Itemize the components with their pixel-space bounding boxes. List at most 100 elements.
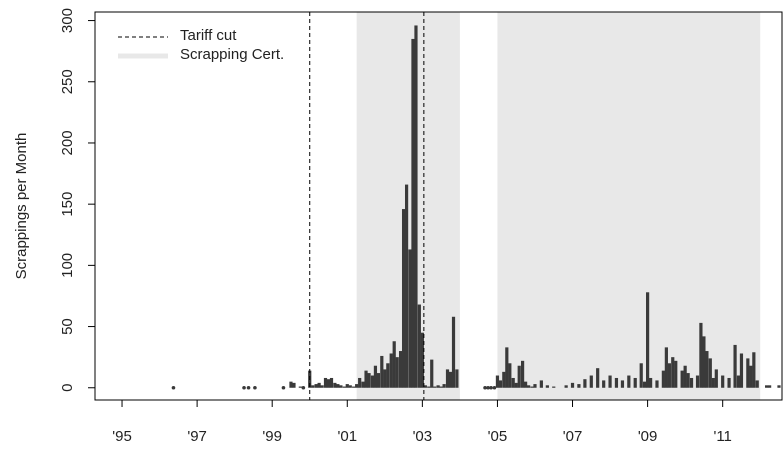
bar xyxy=(721,375,725,388)
bar xyxy=(352,386,356,388)
bar xyxy=(711,377,715,388)
bar xyxy=(345,384,349,388)
bar xyxy=(508,363,512,388)
bar xyxy=(326,379,331,388)
bar xyxy=(733,344,737,388)
legend-label: Tariff cut xyxy=(180,27,237,44)
bar xyxy=(320,385,324,388)
bar xyxy=(699,322,703,388)
bar xyxy=(689,377,694,388)
bar xyxy=(755,380,759,388)
bar xyxy=(646,292,650,388)
bar xyxy=(364,370,368,388)
bar xyxy=(392,341,396,388)
x-tick-label: '95 xyxy=(112,428,132,445)
bar xyxy=(643,381,647,388)
bar xyxy=(539,380,543,388)
point xyxy=(242,385,246,390)
bar xyxy=(292,382,296,388)
shaded-range xyxy=(497,12,761,400)
bar xyxy=(520,360,525,388)
point xyxy=(486,385,490,390)
bar xyxy=(355,384,359,388)
x-tick-label: '01 xyxy=(337,428,357,445)
y-tick-label: 150 xyxy=(59,192,76,217)
bar xyxy=(289,381,293,388)
bar xyxy=(398,351,403,388)
bar xyxy=(736,375,741,388)
bar xyxy=(655,380,659,388)
bar xyxy=(749,365,753,388)
bar xyxy=(314,384,318,388)
bar xyxy=(627,375,631,388)
x-tick-label: '07 xyxy=(563,428,583,445)
point xyxy=(301,385,306,390)
y-tick-label: 100 xyxy=(59,253,76,278)
bar xyxy=(552,386,556,388)
bar xyxy=(680,370,684,388)
y-tick-label: 50 xyxy=(59,318,76,335)
bar xyxy=(746,358,750,388)
bar xyxy=(395,357,399,388)
point xyxy=(253,385,257,390)
x-tick-label: '05 xyxy=(488,428,508,445)
bar xyxy=(589,375,593,388)
bar xyxy=(298,386,302,388)
bar xyxy=(502,371,506,388)
bar xyxy=(564,385,568,388)
y-tick-label: 0 xyxy=(59,384,76,392)
y-tick-label: 300 xyxy=(59,8,76,33)
bar xyxy=(414,25,418,388)
bar xyxy=(639,363,643,388)
bar xyxy=(686,373,690,388)
bar xyxy=(661,370,665,388)
bar xyxy=(530,386,534,388)
bar xyxy=(448,371,453,388)
bar xyxy=(311,385,315,388)
bar xyxy=(671,357,675,388)
legend-label: Scrapping Cert. xyxy=(180,46,284,63)
bar xyxy=(401,209,406,388)
bar xyxy=(433,386,437,388)
bar xyxy=(380,355,384,388)
bar xyxy=(408,249,412,388)
bar xyxy=(752,352,756,388)
bar xyxy=(620,380,625,388)
bar xyxy=(455,369,459,388)
bar xyxy=(389,353,393,388)
bar xyxy=(683,365,687,388)
bar xyxy=(333,382,337,388)
bar xyxy=(505,347,509,388)
bar xyxy=(420,332,424,388)
point xyxy=(489,385,493,390)
bar xyxy=(523,381,528,388)
bar xyxy=(739,353,744,388)
plot-frame xyxy=(94,11,783,401)
bar xyxy=(664,347,668,388)
x-tick-label: '03 xyxy=(413,428,433,445)
bar xyxy=(777,385,781,388)
bar xyxy=(602,380,606,388)
x-tick-label: '09 xyxy=(638,428,658,445)
bar xyxy=(727,377,731,388)
bar xyxy=(702,336,706,388)
bar xyxy=(583,379,587,388)
bar xyxy=(317,382,321,388)
bar xyxy=(336,384,340,388)
bar xyxy=(339,385,343,388)
y-tick-label: 250 xyxy=(59,69,76,94)
bar xyxy=(361,381,365,388)
bar xyxy=(376,373,381,388)
bar xyxy=(348,385,352,388)
bar xyxy=(342,386,346,388)
bar xyxy=(430,359,434,388)
bar xyxy=(649,377,653,388)
bar xyxy=(577,384,581,388)
bar xyxy=(427,386,431,388)
bar xyxy=(705,351,709,388)
x-tick-label: '99 xyxy=(262,428,282,445)
x-tick-label: '11 xyxy=(713,428,731,445)
bar xyxy=(511,377,515,388)
bar xyxy=(674,360,678,388)
point xyxy=(281,385,286,390)
